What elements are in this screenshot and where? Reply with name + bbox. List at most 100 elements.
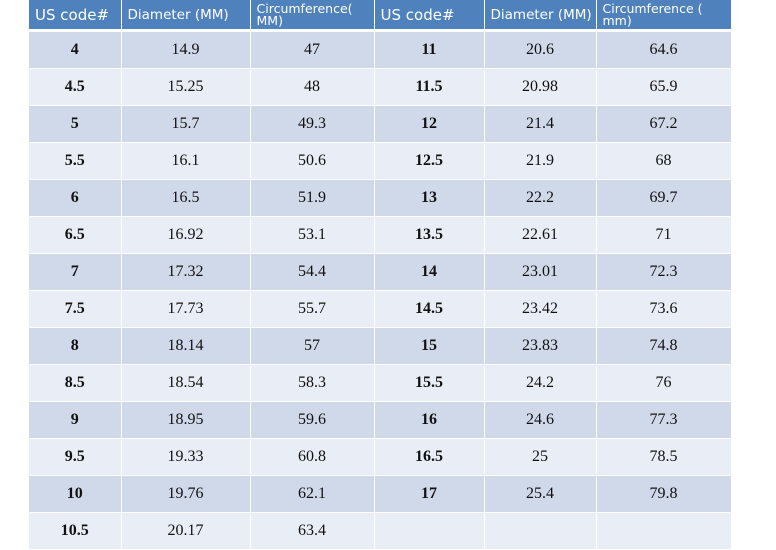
us-code-cell: 7.5 <box>29 290 122 328</box>
us-code-cell: 4 <box>29 30 122 69</box>
diameter-cell: 19.76 <box>121 475 251 513</box>
circumference-cell: 71 <box>596 216 732 254</box>
circumference-cell: 59.6 <box>250 401 375 439</box>
diameter-cell: 25.4 <box>484 475 597 513</box>
diameter-cell: 23.83 <box>484 327 597 365</box>
table-row: 9 18.95 59.6 16 24.6 77.3 <box>29 401 732 439</box>
circumference-cell: 64.6 <box>596 30 732 69</box>
header-us-code-right: US code# <box>374 0 485 32</box>
circumference-cell: 50.6 <box>250 142 375 180</box>
diameter-cell: 19.33 <box>121 438 251 476</box>
us-code-cell: 13.5 <box>374 216 485 254</box>
diameter-cell: 21.9 <box>484 142 597 180</box>
us-code-cell: 12.5 <box>374 142 485 180</box>
header-row: US code# Diameter (MM) Circumference( MM… <box>29 0 732 32</box>
table-row: 4 14.9 47 11 20.6 64.6 <box>29 30 732 69</box>
circumference-cell: 49.3 <box>250 105 375 143</box>
diameter-cell: 16.5 <box>121 179 251 217</box>
diameter-cell: 15.7 <box>121 105 251 143</box>
circumference-cell: 77.3 <box>596 401 732 439</box>
header-circumference-right: Circumference ( mm) <box>596 0 732 32</box>
us-code-cell: 14 <box>374 253 485 291</box>
diameter-cell: 23.01 <box>484 253 597 291</box>
us-code-cell: 8.5 <box>29 364 122 402</box>
header-circumference-left: Circumference( MM) <box>250 0 375 32</box>
us-code-cell: 17 <box>374 475 485 513</box>
circumference-cell: 54.4 <box>250 253 375 291</box>
us-code-cell: 4.5 <box>29 68 122 106</box>
us-code-cell: 5 <box>29 105 122 143</box>
us-code-cell: 7 <box>29 253 122 291</box>
diameter-cell: 24.6 <box>484 401 597 439</box>
circumference-cell: 62.1 <box>250 475 375 513</box>
table-row: 5 15.7 49.3 12 21.4 67.2 <box>29 105 732 143</box>
circumference-cell: 73.6 <box>596 290 732 328</box>
us-code-cell: 11 <box>374 30 485 69</box>
circumference-cell: 47 <box>250 30 375 69</box>
circumference-cell: 79.8 <box>596 475 732 513</box>
diameter-cell: 22.2 <box>484 179 597 217</box>
ring-size-table-container: US code# Diameter (MM) Circumference( MM… <box>29 0 732 550</box>
diameter-cell: 18.54 <box>121 364 251 402</box>
circumference-cell: 48 <box>250 68 375 106</box>
us-code-cell: 5.5 <box>29 142 122 180</box>
us-code-cell: 11.5 <box>374 68 485 106</box>
diameter-cell: 20.17 <box>121 512 251 550</box>
table-row: 4.5 15.25 48 11.5 20.98 65.9 <box>29 68 732 106</box>
diameter-cell <box>484 512 597 550</box>
diameter-cell: 23.42 <box>484 290 597 328</box>
us-code-cell <box>374 512 485 550</box>
table-row: 8.5 18.54 58.3 15.5 24.2 76 <box>29 364 732 402</box>
circumference-cell: 53.1 <box>250 216 375 254</box>
table-row: 6 16.5 51.9 13 22.2 69.7 <box>29 179 732 217</box>
diameter-cell: 21.4 <box>484 105 597 143</box>
header-us-code-left: US code# <box>29 0 122 32</box>
circumference-cell: 65.9 <box>596 68 732 106</box>
diameter-cell: 16.92 <box>121 216 251 254</box>
circumference-cell: 60.8 <box>250 438 375 476</box>
circumference-cell: 78.5 <box>596 438 732 476</box>
us-code-cell: 9 <box>29 401 122 439</box>
diameter-cell: 14.9 <box>121 30 251 69</box>
circumference-cell: 51.9 <box>250 179 375 217</box>
circumference-cell: 55.7 <box>250 290 375 328</box>
circumference-cell: 58.3 <box>250 364 375 402</box>
diameter-cell: 18.14 <box>121 327 251 365</box>
table-row: 9.5 19.33 60.8 16.5 25 78.5 <box>29 438 732 476</box>
table-row: 6.5 16.92 53.1 13.5 22.61 71 <box>29 216 732 254</box>
us-code-cell: 8 <box>29 327 122 365</box>
diameter-cell: 25 <box>484 438 597 476</box>
diameter-cell: 22.61 <box>484 216 597 254</box>
header-diameter-right: Diameter (MM) <box>484 0 597 32</box>
table-body: 4 14.9 47 11 20.6 64.6 4.5 15.25 48 11.5 20.98 65.9… <box>29 30 732 550</box>
circumference-cell: 74.8 <box>596 327 732 365</box>
us-code-cell: 6.5 <box>29 216 122 254</box>
diameter-cell: 16.1 <box>121 142 251 180</box>
circumference-cell: 57 <box>250 327 375 365</box>
us-code-cell: 10 <box>29 475 122 513</box>
table-row: 10 19.76 62.1 17 25.4 79.8 <box>29 475 732 513</box>
table-row: 7 17.32 54.4 14 23.01 72.3 <box>29 253 732 291</box>
diameter-cell: 18.95 <box>121 401 251 439</box>
circumference-cell <box>596 512 732 550</box>
table-row: 10.5 20.17 63.4 <box>29 512 732 550</box>
diameter-cell: 17.73 <box>121 290 251 328</box>
us-code-cell: 16 <box>374 401 485 439</box>
us-code-cell: 16.5 <box>374 438 485 476</box>
diameter-cell: 20.98 <box>484 68 597 106</box>
us-code-cell: 9.5 <box>29 438 122 476</box>
circumference-cell: 63.4 <box>250 512 375 550</box>
us-code-cell: 6 <box>29 179 122 217</box>
circumference-cell: 67.2 <box>596 105 732 143</box>
circumference-cell: 68 <box>596 142 732 180</box>
table-row: 8 18.14 57 15 23.83 74.8 <box>29 327 732 365</box>
us-code-cell: 14.5 <box>374 290 485 328</box>
circumference-cell: 72.3 <box>596 253 732 291</box>
us-code-cell: 10.5 <box>29 512 122 550</box>
ring-size-table: US code# Diameter (MM) Circumference( MM… <box>29 0 732 550</box>
diameter-cell: 17.32 <box>121 253 251 291</box>
diameter-cell: 15.25 <box>121 68 251 106</box>
table-row: 7.5 17.73 55.7 14.5 23.42 73.6 <box>29 290 732 328</box>
table-row: 5.5 16.1 50.6 12.5 21.9 68 <box>29 142 732 180</box>
circumference-cell: 76 <box>596 364 732 402</box>
